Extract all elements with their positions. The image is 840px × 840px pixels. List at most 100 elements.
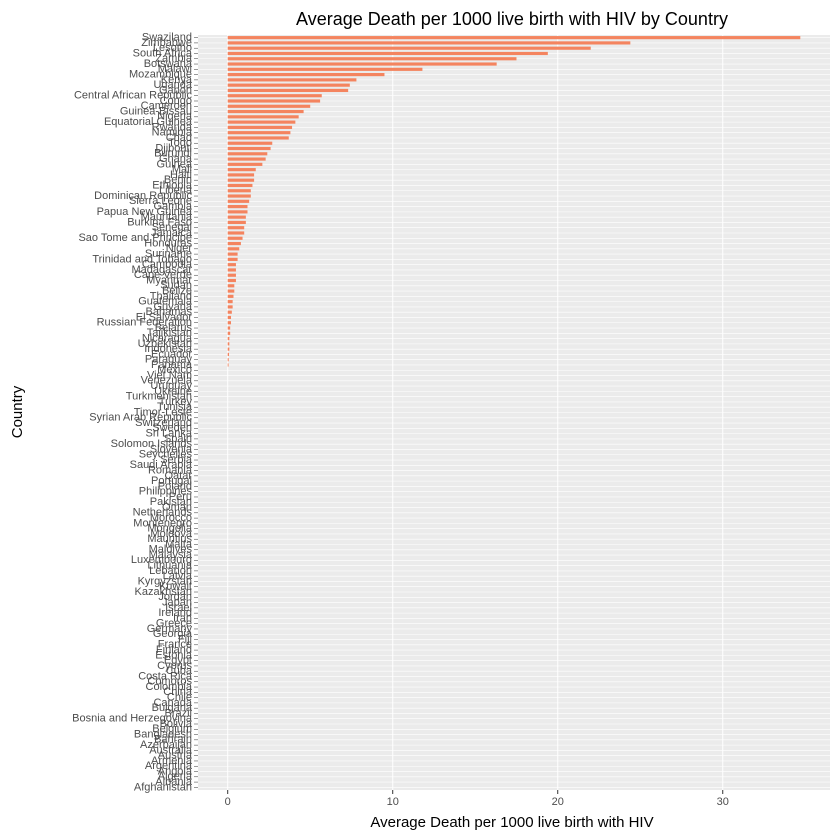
bar — [227, 131, 291, 135]
bar — [227, 263, 236, 267]
y-tick-label: Montenegro — [133, 517, 192, 529]
y-tick-label: Algeria — [158, 771, 193, 783]
y-axis-title: Country — [9, 385, 26, 438]
bar — [227, 226, 245, 230]
y-tick-label: Morocco — [150, 512, 192, 524]
bar — [227, 141, 273, 145]
y-tick-label: Rwanda — [152, 121, 193, 133]
y-tick-label: Uganda — [153, 79, 192, 91]
y-tick-label: Kyrgyzstan — [138, 575, 192, 587]
y-tick-label: Romania — [148, 464, 193, 476]
y-tick-label: Slovenia — [150, 443, 193, 455]
bar — [227, 321, 232, 325]
y-tick-label: Bosnia and Herzegovina — [72, 713, 193, 725]
y-tick-label: Greece — [156, 618, 192, 630]
y-tick-label: Tunisia — [157, 401, 193, 413]
bar — [227, 199, 250, 203]
y-tick-label: Afghanistan — [134, 781, 192, 793]
y-tick-label: Burundi — [154, 148, 192, 160]
bar — [227, 215, 246, 219]
y-tick-label: Mauritius — [147, 533, 192, 545]
y-tick-label: Seychelles — [139, 449, 193, 461]
y-tick-label: Ireland — [158, 607, 192, 619]
bar — [227, 331, 231, 335]
y-tick-label: Turkmenistan — [126, 391, 192, 403]
bar — [227, 146, 271, 151]
bar — [227, 36, 801, 40]
y-tick-label: Portugal — [151, 475, 192, 487]
chart-title: Average Death per 1000 live birth with H… — [296, 9, 728, 29]
bar — [227, 315, 232, 320]
y-tick-label: Gambia — [153, 200, 192, 212]
bar — [227, 41, 631, 45]
y-tick-label: Mauritania — [141, 211, 193, 223]
bar — [227, 125, 293, 129]
y-tick-label: Suriname — [145, 248, 192, 260]
bar — [227, 189, 251, 193]
y-tick-label: Trinidad and Tobago — [92, 253, 192, 265]
bar — [227, 363, 229, 367]
y-tick-label: Canada — [153, 697, 192, 709]
bar — [227, 109, 304, 114]
y-tick-label: Venezuela — [141, 375, 193, 387]
y-tick-label: Viet Nam — [147, 369, 192, 381]
y-tick-label: Guinea-Bissau — [120, 105, 192, 117]
y-tick-label: Uzbekistan — [138, 338, 192, 350]
y-tick-label: Niger — [166, 243, 193, 255]
bar — [227, 115, 299, 119]
y-tick-label: Belgium — [152, 723, 192, 735]
bar — [227, 347, 230, 351]
bar — [227, 278, 236, 283]
y-tick-label: Benin — [164, 174, 192, 186]
bar — [227, 305, 233, 309]
y-tick-label: Netherlands — [133, 507, 193, 519]
y-tick-label: Senegal — [152, 222, 192, 234]
y-tick-label: Thailand — [150, 290, 192, 302]
y-tick-label: Ukraine — [154, 385, 192, 397]
y-tick-label: Latvia — [163, 570, 193, 582]
y-tick-label: Russian Federation — [97, 317, 192, 329]
bar — [227, 168, 256, 172]
y-tick-label: Burkina Faso — [127, 216, 192, 228]
y-tick-label: Nigeria — [157, 111, 193, 123]
bar — [227, 178, 255, 182]
y-tick-label: Germany — [147, 623, 193, 635]
x-axis-title: Average Death per 1000 live birth with H… — [370, 814, 653, 831]
bar — [227, 247, 240, 251]
y-tick-label: Kuwait — [159, 581, 192, 593]
y-tick-label: Belize — [162, 285, 192, 297]
bar — [227, 358, 229, 362]
bar — [227, 120, 296, 124]
y-tick-label: Kazakhstan — [135, 586, 192, 598]
bar — [227, 51, 548, 56]
y-tick-label: Zambia — [155, 53, 193, 65]
y-tick-label: Papua New Guinea — [97, 206, 193, 218]
y-tick-label: Poland — [158, 480, 192, 492]
bar — [227, 342, 230, 346]
y-tick-label: Bahamas — [146, 306, 193, 318]
y-tick-label: El Salvador — [136, 311, 193, 323]
y-tick-label: Armenia — [151, 755, 193, 767]
bar — [227, 257, 238, 261]
y-tick-label: Japan — [162, 596, 192, 608]
y-tick-label: Georgia — [153, 628, 193, 640]
bar — [227, 67, 423, 71]
bar — [227, 152, 268, 156]
y-tick-label: Cameroon — [141, 100, 192, 112]
x-tick-label: 0 — [225, 796, 231, 808]
y-tick-label: Finland — [156, 644, 192, 656]
bar — [227, 220, 246, 225]
y-tick-label: Colombia — [146, 681, 193, 693]
y-tick-label: China — [163, 686, 193, 698]
y-tick-label: Cyprus — [157, 660, 192, 672]
bar — [227, 157, 266, 161]
x-tick-label: 20 — [552, 796, 564, 808]
y-tick-label: Luxembourg — [131, 554, 192, 566]
y-tick-label: Comoros — [147, 676, 192, 688]
bar — [227, 326, 231, 330]
y-tick-label: Sweden — [152, 422, 192, 434]
y-tick-label: Solomon Islands — [111, 438, 193, 450]
y-tick-label: Oman — [162, 501, 192, 513]
bar — [227, 136, 289, 140]
